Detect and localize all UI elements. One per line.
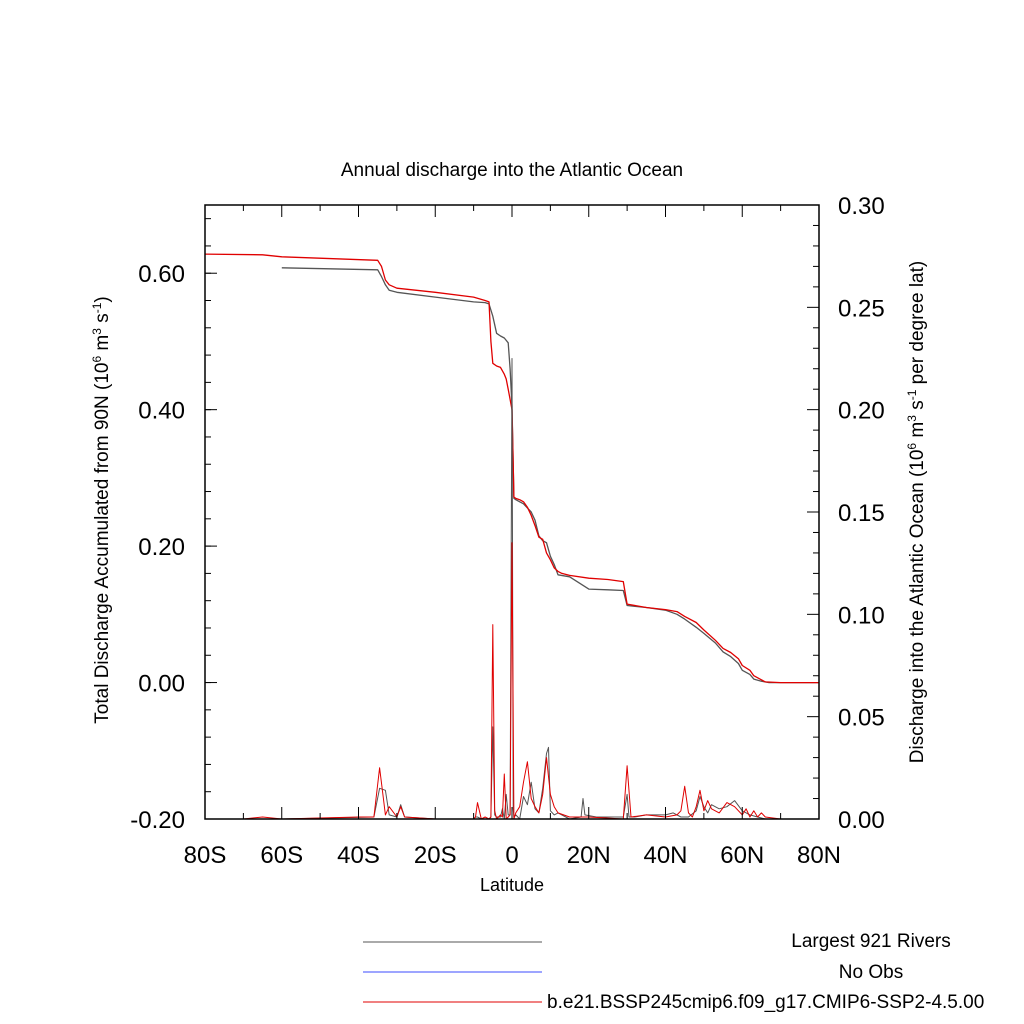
series-line-0 — [281, 267, 819, 684]
legend-label-no-obs: No Obs — [839, 962, 903, 983]
x-tick-label: 0 — [505, 842, 518, 869]
x-tick-label: 80S — [184, 842, 227, 869]
legend: Largest 921 Rivers No Obs b.e21.BSSP245c… — [363, 931, 984, 1013]
y-right-tick-label: 0.15 — [838, 500, 885, 527]
y-right-tick-label: 0.30 — [838, 193, 885, 220]
y-left-tick-label: 0.40 — [138, 398, 185, 425]
tick-layer — [204, 204, 820, 820]
y-left-tick-label: -0.20 — [130, 807, 185, 834]
series-line-4 — [205, 542, 819, 820]
series-line-2 — [204, 253, 819, 684]
y-right-tick-label: 0.10 — [838, 602, 885, 629]
x-tick-label: 60S — [260, 842, 303, 869]
y-axis-right-label: Discharge into the Atlantic Ocean (106 m… — [905, 261, 928, 763]
series-layer — [204, 253, 819, 820]
x-axis-label: Latitude — [480, 875, 544, 895]
chart-title: Annual discharge into the Atlantic Ocean — [341, 160, 683, 181]
x-tick-label: 60N — [720, 842, 764, 869]
x-tick-label: 80N — [797, 842, 841, 869]
y-right-tick-label: 0.20 — [838, 398, 885, 425]
label-layer: 80S 60S 40S 20S 0 20N 40N 60N 80N -0.20 0.00 0.20 0.… — [130, 193, 884, 869]
y-left-tick-label: 0.60 — [138, 261, 185, 288]
x-tick-label: 40N — [643, 842, 687, 869]
legend-label-largest-rivers: Largest 921 Rivers — [791, 931, 950, 952]
x-tick-label: 20N — [567, 842, 611, 869]
y-left-tick-label: 0.00 — [138, 671, 185, 698]
y-right-tick-label: 0.05 — [838, 705, 885, 732]
y-axis-left-label: Total Discharge Accumulated from 90N (10… — [90, 296, 113, 723]
y-right-tick-label: 0.25 — [838, 295, 885, 322]
x-tick-label: 20S — [414, 842, 457, 869]
legend-label-model-run: b.e21.BSSP245cmip6.f09_g17.CMIP6-SSP2-4.… — [547, 992, 984, 1013]
y-left-tick-label: 0.20 — [138, 534, 185, 561]
x-tick-label: 40S — [337, 842, 380, 869]
y-right-tick-label: 0.00 — [838, 807, 885, 834]
